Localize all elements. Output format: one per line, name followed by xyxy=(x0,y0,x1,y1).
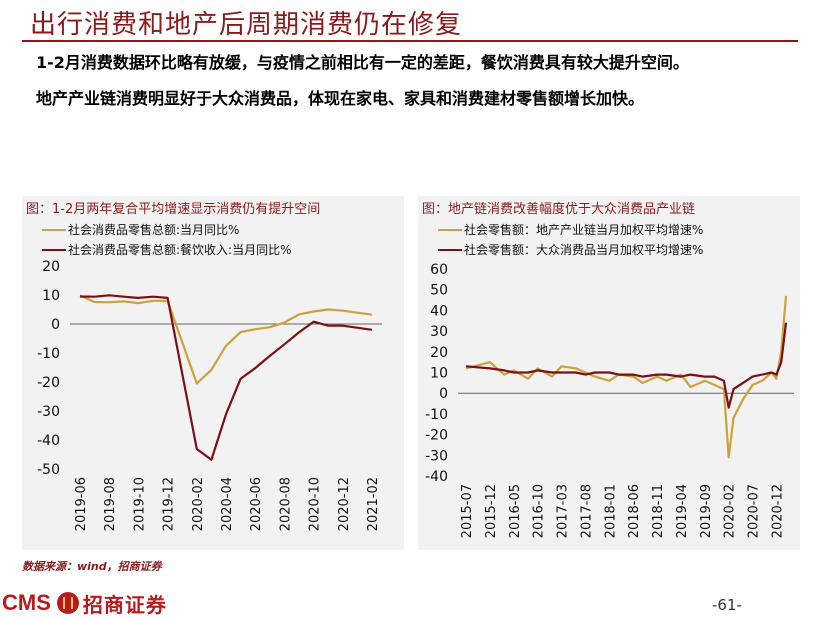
data-source-note: 数据来源：wind，招商证券 xyxy=(22,560,162,573)
x-tick-label: 2016-10 xyxy=(532,484,547,538)
x-tick-label: 2015-07 xyxy=(460,484,475,538)
x-tick-label: 2020-12 xyxy=(337,477,352,531)
y-tick-label: -30 xyxy=(37,404,60,420)
y-tick-label: 20 xyxy=(42,259,60,275)
y-tick-label: 30 xyxy=(430,324,448,340)
line-chart-property-chain: 图：地产链消费改善幅度优于大众消费品产业链社会零售额：地产产业链当月加权平均增速… xyxy=(422,201,794,538)
summary-text: 1-2月消费数据环比略有放缓，与疫情之前相比有一定的差距，餐饮消费具有较大提升空… xyxy=(36,50,766,122)
x-tick-label: 2020-02 xyxy=(723,484,738,538)
legend-label-0: 社会零售额：地产产业链当月加权平均增速% xyxy=(464,222,703,237)
y-tick-label: 20 xyxy=(430,345,448,361)
x-tick-label: 2018-06 xyxy=(627,484,642,538)
x-tick-label: 2019-10 xyxy=(132,477,147,531)
x-tick-label: 2018-01 xyxy=(603,484,618,538)
y-tick-label: 10 xyxy=(42,288,60,304)
x-tick-label: 2020-06 xyxy=(249,477,264,531)
x-tick-label: 2019-09 xyxy=(699,484,714,538)
legend-label-1: 社会消费品零售总额:餐饮收入:当月同比% xyxy=(68,242,292,257)
page-title: 出行消费和地产后周期消费仍在修复 xyxy=(30,10,463,40)
x-tick-label: 2021-02 xyxy=(366,477,381,531)
y-tick-label: -20 xyxy=(425,428,448,444)
logo-latin: CMS xyxy=(2,590,51,615)
legend-label-0: 社会消费品零售总额:当月同比% xyxy=(68,222,239,237)
x-tick-label: 2017-03 xyxy=(556,484,571,538)
y-tick-label: 50 xyxy=(430,283,448,299)
chart-title: 图：地产链消费改善幅度优于大众消费品产业链 xyxy=(422,201,695,217)
y-tick-label: -40 xyxy=(425,469,448,485)
x-tick-label: 2020-02 xyxy=(191,477,206,531)
series-line-0 xyxy=(465,295,788,459)
title-divider xyxy=(22,40,798,42)
series-line-0 xyxy=(79,294,373,385)
y-tick-label: 0 xyxy=(439,386,448,402)
y-tick-label: -30 xyxy=(425,448,448,464)
x-tick-label: 2020-08 xyxy=(278,477,293,531)
x-tick-label: 2020-07 xyxy=(747,484,762,538)
x-tick-label: 2020-04 xyxy=(220,477,235,531)
y-tick-label: -10 xyxy=(425,407,448,423)
y-tick-label: -40 xyxy=(37,433,60,449)
series-line-1 xyxy=(79,294,373,461)
summary-paragraph-1: 1-2月消费数据环比略有放缓，与疫情之前相比有一定的差距，餐饮消费具有较大提升空… xyxy=(36,53,689,72)
x-tick-label: 2019-12 xyxy=(162,477,177,531)
company-logo: CMS 招商证券 xyxy=(2,590,167,617)
page-number: -61- xyxy=(712,596,742,614)
x-tick-label: 2017-08 xyxy=(579,484,594,538)
chart-title: 图：1-2月两年复合平均增速显示消费仍有提升空间 xyxy=(26,201,320,217)
y-tick-label: -50 xyxy=(37,462,60,478)
chart-panel-right: 图：地产链消费改善幅度优于大众消费品产业链社会零售额：地产产业链当月加权平均增速… xyxy=(418,196,800,550)
y-tick-label: 40 xyxy=(430,303,448,319)
y-tick-label: 60 xyxy=(430,262,448,278)
x-tick-label: 2015-12 xyxy=(484,484,499,538)
x-tick-label: 2020-12 xyxy=(770,484,785,538)
chart-panel-left: 图：1-2月两年复合平均增速显示消费仍有提升空间社会消费品零售总额:当月同比% 社… xyxy=(22,196,404,550)
logo-emblem-icon xyxy=(56,592,79,614)
summary-paragraph-2: 地产产业链消费明显好于大众消费品，体现在家电、家具和消费建材零售额增长加快。 xyxy=(36,89,645,108)
x-tick-label: 2019-06 xyxy=(74,477,89,531)
x-tick-label: 2018-11 xyxy=(651,484,666,538)
y-tick-label: 10 xyxy=(430,366,448,382)
y-tick-label: -20 xyxy=(37,375,60,391)
logo-chinese: 招商证券 xyxy=(82,592,167,617)
legend-label-1: 社会零售额：大众消费品当月加权平均增速% xyxy=(464,242,703,257)
y-tick-label: -10 xyxy=(37,346,60,362)
x-tick-label: 2016-05 xyxy=(508,484,523,538)
y-tick-label: 0 xyxy=(51,317,60,333)
x-tick-label: 2020-10 xyxy=(308,477,323,531)
series-line-1 xyxy=(465,322,788,409)
x-tick-label: 2019-08 xyxy=(103,477,118,531)
x-tick-label: 2019-04 xyxy=(675,484,690,538)
